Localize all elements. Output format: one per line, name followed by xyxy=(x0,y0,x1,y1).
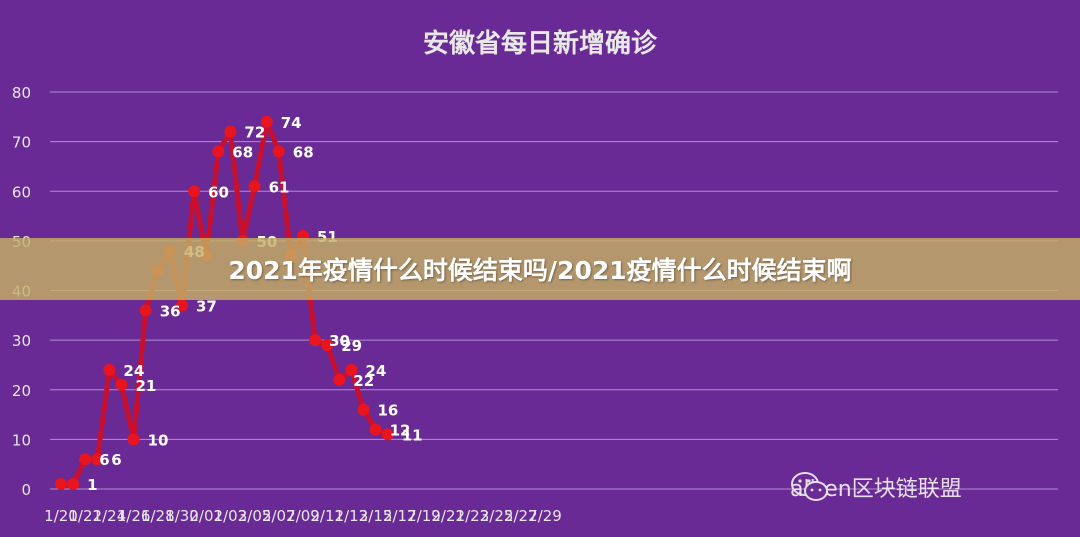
x-tick-label: 2/01 xyxy=(189,507,223,525)
data-label: 36 xyxy=(160,302,181,320)
data-label: 16 xyxy=(378,402,399,420)
series-path xyxy=(58,119,391,487)
y-tick-label: 30 xyxy=(12,332,31,350)
data-label: 6 xyxy=(111,451,121,469)
y-tick-label: 70 xyxy=(12,134,31,152)
data-label: 21 xyxy=(136,377,157,395)
x-tick-label: 2/19 xyxy=(407,507,441,525)
data-label: 68 xyxy=(232,144,253,162)
data-label: 11 xyxy=(402,426,423,444)
data-point xyxy=(188,185,201,198)
data-label: 37 xyxy=(196,297,217,315)
data-point xyxy=(212,145,225,158)
x-tick-label: 2/09 xyxy=(286,507,320,525)
series-line xyxy=(58,119,391,487)
y-tick-label: 80 xyxy=(12,84,31,102)
data-point xyxy=(260,115,273,128)
data-point xyxy=(272,145,285,158)
data-label: 10 xyxy=(148,431,169,449)
data-label: 29 xyxy=(341,337,362,355)
data-point xyxy=(91,453,104,466)
x-tick-label: 1/22 xyxy=(68,507,102,525)
data-point xyxy=(127,433,140,446)
data-label: 30 xyxy=(329,332,350,350)
x-tick-label: 2/27 xyxy=(504,507,538,525)
x-tick-label: 2/15 xyxy=(359,507,393,525)
data-label: 61 xyxy=(269,178,290,196)
data-point xyxy=(139,304,152,317)
data-point xyxy=(309,334,322,347)
data-point xyxy=(67,478,80,491)
data-label: 24 xyxy=(123,362,144,380)
x-tick-label: 2/29 xyxy=(528,507,562,525)
y-tick-label: 60 xyxy=(12,183,31,201)
x-tick-label: 1/26 xyxy=(117,507,151,525)
x-tick-label: 2/13 xyxy=(335,507,369,525)
x-tick-label: 1/30 xyxy=(165,507,199,525)
data-point xyxy=(345,363,358,376)
data-point xyxy=(248,180,261,193)
data-label: 60 xyxy=(208,183,229,201)
data-point xyxy=(115,378,128,391)
x-tick-label: 2/11 xyxy=(310,507,344,525)
data-label: 1 xyxy=(87,476,97,494)
x-tick-label: 2/05 xyxy=(238,507,272,525)
data-point xyxy=(321,339,334,352)
data-point xyxy=(369,423,382,436)
x-tick-label: 2/17 xyxy=(383,507,417,525)
x-tick-label: 2/21 xyxy=(431,507,465,525)
data-point xyxy=(357,403,370,416)
data-label: 72 xyxy=(244,124,265,142)
chart-title: 安徽省每日新增确诊 xyxy=(423,28,658,59)
watermark: aliren区块链联盟 xyxy=(790,470,962,504)
data-point xyxy=(55,478,67,491)
x-tick-label: 1/20 xyxy=(44,507,78,525)
title-banner: 2021年疫情什么时候结束吗/2021疫情什么时候结束啊 xyxy=(0,238,1080,300)
data-label: 68 xyxy=(293,144,314,162)
wechat-icon xyxy=(791,472,828,501)
data-label: 22 xyxy=(353,372,374,390)
x-tick-label: 2/23 xyxy=(456,507,490,525)
x-tick-label: 2/07 xyxy=(262,507,296,525)
banner-title: 2021年疫情什么时候结束吗/2021疫情什么时候结束啊 xyxy=(228,256,852,285)
data-point xyxy=(103,363,116,376)
data-label: 74 xyxy=(281,114,302,132)
data-label: 12 xyxy=(390,421,411,439)
x-axis: 1/201/221/241/261/281/302/012/032/052/07… xyxy=(44,507,562,525)
y-tick-label: 0 xyxy=(21,481,31,499)
y-tick-label: 20 xyxy=(12,382,31,400)
data-point xyxy=(333,373,346,386)
y-tick-label: 10 xyxy=(12,431,31,449)
data-point xyxy=(176,299,188,312)
x-tick-label: 2/03 xyxy=(214,507,248,525)
data-point xyxy=(224,125,237,138)
data-points xyxy=(55,115,394,491)
data-point xyxy=(381,428,394,441)
data-point xyxy=(79,453,92,466)
x-tick-label: 1/24 xyxy=(93,507,127,525)
data-label: 24 xyxy=(365,362,386,380)
x-tick-label: 2/25 xyxy=(480,507,514,525)
data-label: 6 xyxy=(99,451,109,469)
x-tick-label: 1/28 xyxy=(141,507,175,525)
